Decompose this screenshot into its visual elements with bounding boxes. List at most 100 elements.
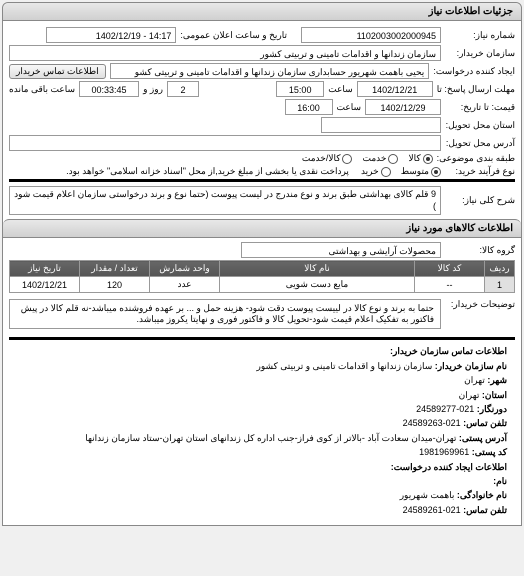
th-qty: تعداد / مقدار (80, 261, 150, 277)
table-row[interactable]: 1 -- مایع دست شویی عدد 120 1402/12/21 (10, 277, 515, 293)
need-title-label: شرح کلی نیاز: (445, 195, 515, 206)
budget-opt-a-label: کالا (408, 153, 420, 164)
budget-radios: کالا خدمت کالا/خدمت (302, 153, 433, 164)
divider-band (9, 179, 515, 182)
budget-label: طبقه بندی موضوعی: (437, 153, 515, 164)
td-date: 1402/12/21 (10, 277, 80, 293)
deliver-state-label: استان محل تحویل: (445, 120, 515, 131)
pubdate-label: تاریخ و ساعت اعلان عمومی: (180, 30, 287, 41)
row-reqno: شماره نیاز: 1102003002000945 تاریخ و ساع… (9, 27, 515, 43)
deliver-state-value (321, 117, 441, 133)
th-date: تاریخ نیاز (10, 261, 80, 277)
td-name: مایع دست شویی (220, 277, 415, 293)
td-unit: عدد (150, 277, 220, 293)
row-cash: نوع فرآیند خرید: متوسط خرید پرداخت نقدی … (9, 166, 515, 177)
row-budget: طبقه بندی موضوعی: کالا خدمت کالا/خدمت (9, 153, 515, 164)
budget-opt-c-label: کالا/خدمت (302, 153, 341, 164)
cash-note: پرداخت نقدی یا بخشی از مبلغ خرید,از محل … (66, 166, 349, 177)
cash-opt-a[interactable]: متوسط (401, 166, 441, 177)
creator-label: ایجاد کننده درخواست: (433, 66, 515, 77)
c-name-lbl: نام: (493, 476, 507, 486)
deadline-send-date: 1402/12/21 (357, 81, 433, 97)
td-qty: 120 (80, 277, 150, 293)
cash-label: نوع فرآیند خرید: (445, 166, 515, 177)
remain-label: ساعت باقی مانده (9, 84, 75, 95)
c-addr-lbl: آدرس پستی: (459, 433, 507, 443)
price-to-label: قیمت: تا تاریخ: (445, 102, 515, 113)
contact-block: اطلاعات تماس سازمان خریدار: نام سازمان خ… (9, 340, 515, 521)
th-code: کد کالا (415, 261, 485, 277)
panel1-body: شماره نیاز: 1102003002000945 تاریخ و ساع… (3, 21, 521, 525)
buyer-note-value: حتما به برند و نوع کالا در لییست پیوست د… (9, 299, 441, 329)
table-header-row: ردیف کد کالا نام کالا واحد شمارش تعداد /… (10, 261, 515, 277)
th-name: نام کالا (220, 261, 415, 277)
th-row: ردیف (485, 261, 515, 277)
cash-opt-b[interactable]: خرید (361, 166, 391, 177)
td-code: -- (415, 277, 485, 293)
reqno-label: شماره نیاز: (445, 30, 515, 41)
c-prov: تهران (459, 390, 480, 400)
c-addr: تهران-میدان سعادت آباد -بالاتر از کوی فر… (85, 433, 456, 443)
c-fax: 021-24589277 (416, 404, 474, 414)
main-panel: جزئیات اطلاعات نیاز شماره نیاز: 11020030… (2, 2, 522, 526)
c-post-lbl: کد پستی: (472, 447, 507, 457)
price-to-date: 1402/12/29 (365, 99, 441, 115)
buyer-note-label: توضیحات خریدار: (445, 297, 515, 310)
row-buyer-note: توضیحات خریدار: حتما به برند و نوع کالا … (9, 297, 515, 331)
c-org: سازمان زندانها و اقدامات تامینی و تربیتی… (256, 361, 432, 371)
row-deliver-state: استان محل تحویل: (9, 117, 515, 133)
creator-value: یحیی باهمت شهریور حسابداری سازمان زندانه… (110, 63, 430, 79)
cash-opt-b-label: خرید (361, 166, 379, 177)
radio-icon (431, 167, 441, 177)
price-to-time: 16:00 (285, 99, 333, 115)
th-unit: واحد شمارش (150, 261, 220, 277)
remain-days-label: روز و (143, 84, 163, 95)
panel3-header: اطلاعات تماس سازمان خریدار: (390, 346, 507, 356)
c-city-lbl: شهر: (487, 375, 507, 385)
c-fam: باهمت شهریور (400, 490, 455, 500)
c-tel: 021-24589263 (403, 418, 461, 428)
deadline-send-label: مهلت ارسال پاسخ: تا (437, 84, 515, 95)
contact-button[interactable]: اطلاعات تماس خریدار (9, 64, 106, 79)
c-fam-lbl: نام خانوادگی: (457, 490, 507, 500)
c-prov-lbl: استان: (482, 390, 507, 400)
radio-icon (342, 154, 352, 164)
pubdate-value: 14:17 - 1402/12/19 (46, 27, 176, 43)
panel2-header: اطلاعات کالاهای مورد نیاز (3, 219, 521, 238)
group-label: گروه کالا: (445, 245, 515, 256)
budget-opt-b[interactable]: خدمت (362, 153, 398, 164)
row-price-to: قیمت: تا تاریخ: 1402/12/29 ساعت 16:00 (9, 99, 515, 115)
buyer-label: سازمان خریدار: (445, 48, 515, 59)
cash-opt-a-label: متوسط (401, 166, 429, 177)
c-org-lbl: نام سازمان خریدار: (435, 361, 507, 371)
reqno-value: 1102003002000945 (301, 27, 441, 43)
row-need-title: شرح کلی نیاز: 9 قلم کالای بهداشتی طبق بر… (9, 186, 515, 215)
deadline-send-time: 15:00 (276, 81, 324, 97)
price-to-time-label: ساعت (337, 102, 362, 113)
group-value: محصولات آرایشی و بهداشتی (241, 242, 441, 258)
row-creator: ایجاد کننده درخواست: یحیی باهمت شهریور ح… (9, 63, 515, 79)
radio-icon (423, 154, 433, 164)
c-post: 1981969961 (419, 447, 469, 457)
budget-opt-a[interactable]: کالا (408, 153, 432, 164)
td-row: 1 (485, 277, 515, 293)
deadline-send-time-label: ساعت (328, 84, 353, 95)
c-sec-title: اطلاعات ایجاد کننده درخواست: (391, 462, 507, 472)
need-title-value: 9 قلم کالای بهداشتی طبق برند و نوع مندرج… (9, 186, 441, 215)
budget-opt-c[interactable]: کالا/خدمت (302, 153, 353, 164)
row-deadline-send: مهلت ارسال پاسخ: تا 1402/12/21 ساعت 15:0… (9, 81, 515, 97)
cash-radios: متوسط خرید (361, 166, 441, 177)
deliver-addr-value (9, 135, 441, 151)
c-city: تهران (464, 375, 485, 385)
radio-icon (388, 154, 398, 164)
row-deliver-addr: آدرس محل تحویل: (9, 135, 515, 151)
items-table: ردیف کد کالا نام کالا واحد شمارش تعداد /… (9, 260, 515, 293)
remain-time: 00:33:45 (79, 81, 139, 97)
radio-icon (381, 167, 391, 177)
c-fax-lbl: دورنگار: (477, 404, 507, 414)
c-tel2-lbl: تلفن تماس: (463, 505, 507, 515)
row-buyer: سازمان خریدار: سازمان زندانها و اقدامات … (9, 45, 515, 61)
c-tel2: 021-24589261 (403, 505, 461, 515)
c-tel-lbl: تلفن تماس: (463, 418, 507, 428)
buyer-value: سازمان زندانها و اقدامات تامینی و تربیتی… (9, 45, 441, 61)
